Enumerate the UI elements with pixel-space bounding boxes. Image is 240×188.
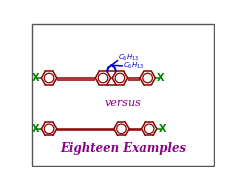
Text: $C_6H_{13}$: $C_6H_{13}$ [123,61,144,71]
Text: Eighteen Examples: Eighteen Examples [60,142,186,155]
Text: $C_6H_{13}$: $C_6H_{13}$ [118,53,140,63]
Text: X: X [31,73,39,83]
Text: versus: versus [105,98,141,108]
Text: X: X [158,124,166,134]
Text: X: X [31,124,39,134]
Text: X: X [157,73,164,83]
